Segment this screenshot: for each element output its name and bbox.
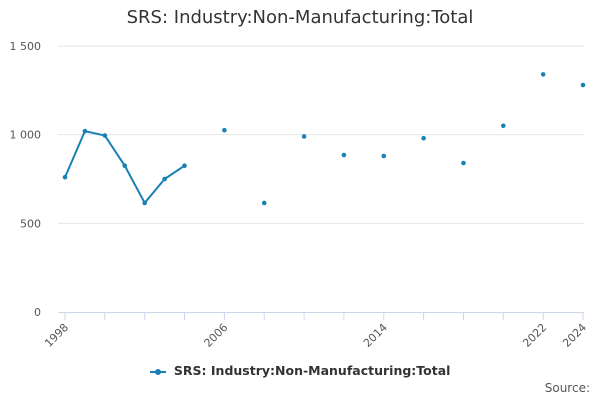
data-point: [540, 72, 546, 77]
data-point: [341, 152, 347, 158]
data-point: [381, 153, 387, 159]
data-point: [261, 200, 267, 206]
chart-title: SRS: Industry:Non-Manufacturing:Total: [126, 7, 474, 28]
data-point: [142, 200, 147, 206]
data-point: [421, 135, 426, 141]
source-label: Source:: [544, 381, 590, 395]
data-point: [580, 82, 586, 88]
legend-label: SRS: Industry:Non-Manufacturing:Total: [173, 363, 451, 378]
data-point: [62, 174, 68, 180]
grid-layer: [58, 45, 584, 224]
y-tick-label: 0: [34, 306, 41, 319]
x-tick-label: 2006: [202, 321, 231, 350]
data-point: [461, 160, 466, 166]
data-point: [102, 133, 108, 138]
data-point: [301, 134, 307, 139]
x-tick-label: 2024: [560, 321, 589, 350]
data-point: [182, 163, 187, 168]
x-tick-label: 2014: [361, 321, 390, 350]
legend[interactable]: SRS: Industry:Non-Manufacturing:Total: [0, 363, 600, 378]
data-point: [501, 123, 506, 129]
axis-layer: 0 500 1 000 1 500 1998 2006 2014 2022 2024: [10, 40, 590, 350]
y-tick-label: 1 000: [10, 129, 42, 142]
data-point: [82, 128, 88, 134]
y-tick-label: 500: [20, 217, 41, 230]
series-layer: [62, 72, 586, 206]
data-point: [222, 127, 227, 133]
data-point: [162, 176, 167, 182]
y-tick-label: 1 500: [10, 40, 42, 53]
x-tick-label: 1998: [42, 321, 71, 350]
data-point: [122, 163, 128, 168]
legend-swatch: [149, 367, 166, 377]
x-tick-label: 2022: [520, 321, 549, 350]
